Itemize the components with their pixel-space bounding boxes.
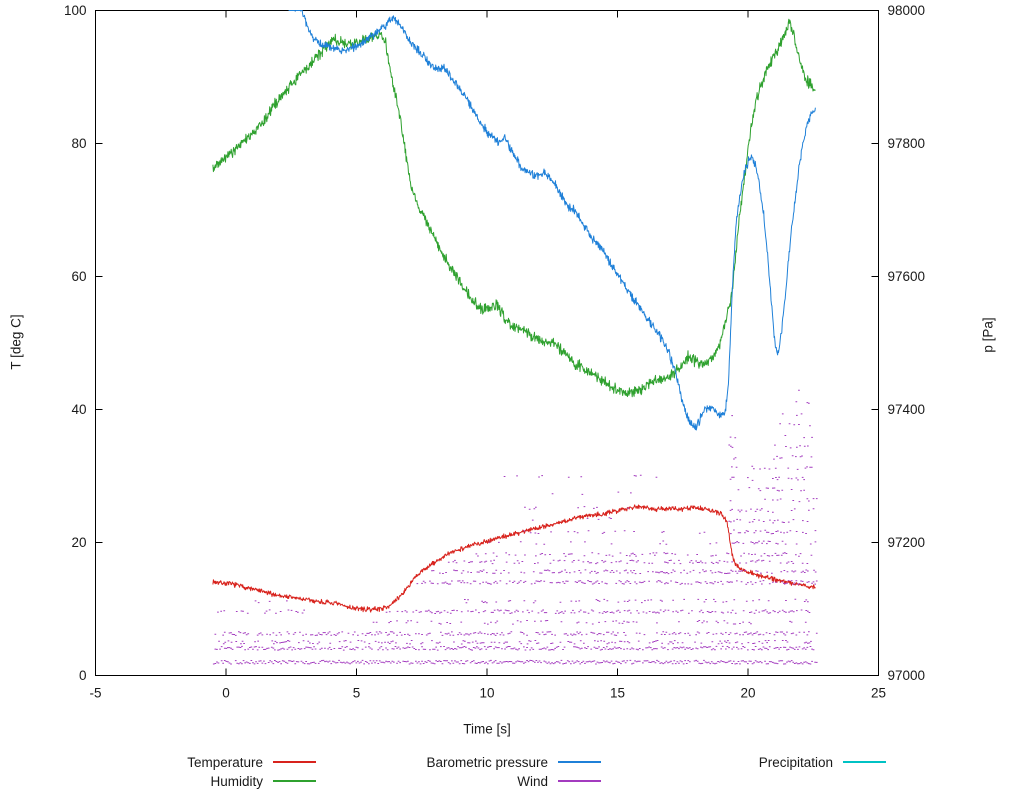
legend-line-sample-wind [558,780,601,782]
legend-label-temperature: Temperature [187,754,263,770]
left-axis-title: T [deg C] [8,314,24,370]
svg-text:25: 25 [871,686,886,701]
x-axis-title: Time [s] [463,721,511,737]
svg-text:60: 60 [71,269,86,284]
svg-text:98000: 98000 [888,3,926,18]
svg-text:97000: 97000 [888,668,926,683]
svg-text:100: 100 [64,3,87,18]
legend-entry-barometric-pressure: Barometric pressure [341,753,601,771]
legend-label-barometric-pressure: Barometric pressure [426,754,548,770]
svg-text:97600: 97600 [888,269,926,284]
legend-entry-temperature: Temperature [56,753,316,771]
right-axis-title: p [Pa] [980,317,996,353]
legend-entry-precipitation: Precipitation [626,753,886,771]
svg-text:0: 0 [222,686,230,701]
legend-line-sample-precipitation [843,761,886,763]
svg-text:20: 20 [740,686,755,701]
svg-text:80: 80 [71,136,86,151]
svg-text:97200: 97200 [888,535,926,550]
legend-entry-humidity: Humidity [56,772,316,790]
legend-label-precipitation: Precipitation [758,754,833,770]
svg-text:-5: -5 [89,686,101,701]
svg-text:97400: 97400 [888,402,926,417]
svg-text:5: 5 [353,686,361,701]
svg-text:20: 20 [71,535,86,550]
svg-text:97800: 97800 [888,136,926,151]
svg-text:10: 10 [479,686,494,701]
svg-text:0: 0 [79,668,87,683]
legend-line-sample-temperature [273,761,316,763]
legend-label-humidity: Humidity [210,773,263,789]
legend-label-wind: Wind [517,773,548,789]
svg-text:40: 40 [71,402,86,417]
svg-text:15: 15 [610,686,625,701]
legend-line-sample-barometric-pressure [558,761,601,763]
legend-entry-wind: Wind [341,772,601,790]
legend-line-sample-humidity [273,780,316,782]
